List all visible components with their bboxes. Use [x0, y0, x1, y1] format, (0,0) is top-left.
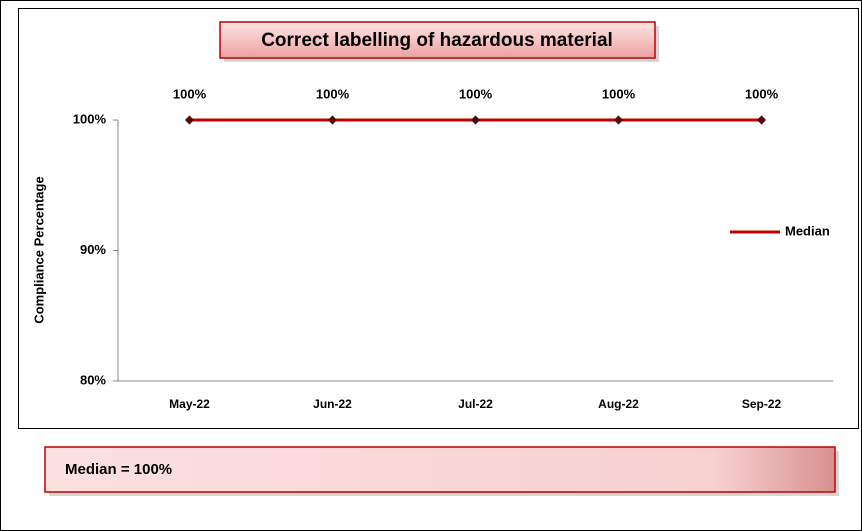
data-label: 100%	[459, 86, 493, 101]
data-label: 100%	[602, 86, 636, 101]
note-box	[44, 446, 836, 493]
annotation: Median = 100%	[65, 461, 172, 478]
x-tick-label: Sep-22	[742, 397, 782, 411]
data-label: 100%	[173, 86, 207, 101]
x-tick-label: May-22	[169, 397, 210, 411]
marker	[756, 115, 767, 125]
title-box	[219, 21, 656, 59]
data-label: 100%	[316, 86, 350, 101]
y-axis-label: Compliance Percentage	[31, 176, 46, 323]
y-tick-label: 90%	[80, 242, 106, 257]
x-tick-label: Jun-22	[313, 397, 352, 411]
chart-title: Correct labelling of hazardous material	[261, 30, 613, 51]
marker	[470, 115, 481, 125]
data-label: 100%	[745, 86, 779, 101]
x-tick-label: Jul-22	[458, 397, 493, 411]
legend-label: Median	[785, 223, 830, 238]
chart-area	[18, 8, 859, 429]
marker	[613, 115, 624, 125]
y-tick-label: 100%	[73, 111, 107, 126]
x-tick-label: Aug-22	[598, 397, 639, 411]
marker	[327, 115, 338, 125]
y-tick-label: 80%	[80, 372, 106, 387]
marker	[184, 115, 195, 125]
